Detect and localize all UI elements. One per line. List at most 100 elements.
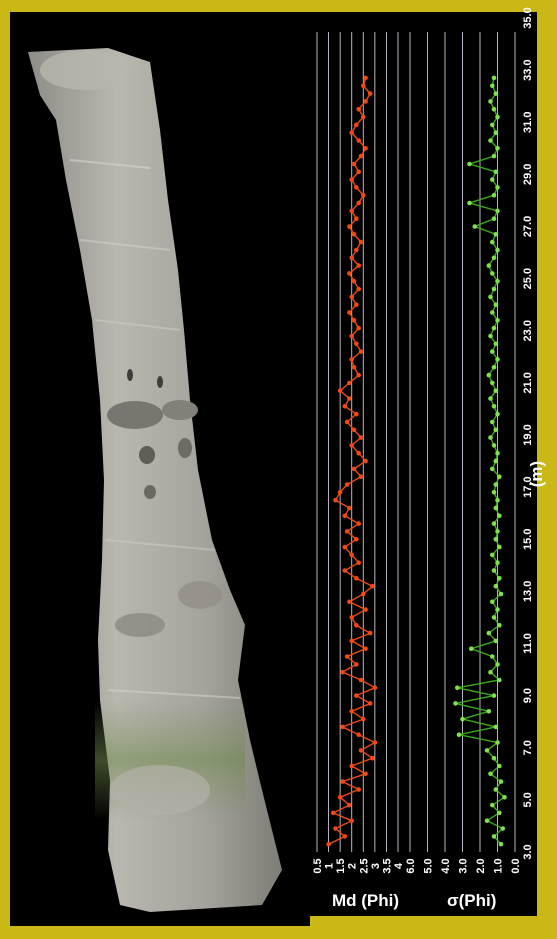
md-point-60 [356, 372, 362, 378]
sigma-point-4 [497, 810, 502, 816]
md-point-84 [354, 185, 359, 190]
sigma-point-53 [493, 427, 499, 433]
md-point-57 [347, 396, 352, 401]
sigma-point-34 [497, 576, 502, 581]
sigma-point-62 [495, 357, 500, 362]
md-point-18 [367, 701, 373, 706]
sigma-point-61 [491, 364, 497, 370]
sigma-point-10 [497, 763, 502, 769]
md-point-66 [356, 325, 362, 331]
md-point-85 [349, 177, 355, 182]
md-point-33 [370, 583, 375, 589]
md-point-79 [347, 224, 352, 229]
sigma-point-50 [495, 450, 500, 456]
md-point-40 [344, 529, 350, 534]
depth-tick-9: 21.0 [522, 372, 534, 393]
depth-tick-1: 5.0 [522, 792, 534, 807]
md-point-91 [349, 130, 355, 135]
md-point-8 [340, 779, 345, 784]
sigma-points [453, 75, 507, 847]
sigma-point-36 [495, 560, 500, 565]
md-point-22 [340, 669, 345, 675]
md-tick-0: 0.5 [312, 858, 324, 873]
sigma-point-2 [500, 826, 506, 831]
sigma-point-13 [495, 740, 500, 745]
sigma-tick-2: 2.0 [475, 858, 487, 873]
sigma-point-57 [488, 396, 493, 401]
md-point-65 [349, 333, 355, 339]
md-point-1 [342, 834, 348, 839]
grid-lines [316, 32, 516, 852]
md-point-83 [361, 192, 366, 198]
sigma-point-87 [467, 161, 472, 167]
md-point-38 [342, 544, 348, 550]
sigma-point-33 [493, 583, 499, 589]
sigma-point-69 [493, 302, 499, 308]
sigma-point-88 [491, 153, 497, 159]
sigma-point-75 [491, 255, 497, 261]
sigma-point-84 [495, 185, 500, 190]
depth-tick-11: 25.0 [522, 268, 534, 289]
sigma-point-11 [491, 755, 497, 761]
md-point-39 [354, 537, 359, 542]
sigma-point-93 [495, 114, 500, 120]
md-point-78 [351, 232, 357, 237]
depth-tick-0: 3.0 [522, 844, 534, 859]
sigma-point-42 [497, 513, 502, 519]
sigma-point-51 [491, 443, 497, 448]
plot-area: 3.05.07.09.011.013.015.017.019.021.023.0… [312, 7, 534, 873]
md-point-15 [340, 724, 345, 730]
md-point-89 [363, 146, 368, 151]
sigma-axis-title: σ(Phi) [447, 891, 496, 910]
sigma-point-67 [495, 318, 500, 323]
md-point-73 [347, 271, 352, 276]
sigma-point-5 [490, 802, 495, 808]
md-point-64 [354, 341, 359, 347]
sigma-point-12 [484, 748, 490, 753]
md-tick-7: 4 [393, 862, 405, 869]
sigma-point-66 [491, 325, 497, 331]
sigma-point-16 [460, 716, 465, 722]
md-point-17 [349, 709, 355, 714]
sigma-point-83 [491, 192, 497, 198]
md-point-30 [363, 607, 368, 612]
sigma-point-21 [497, 677, 502, 683]
sigma-tick-labels: 0.0 1.0 2.0 3.0 4.0 5.0 6.0 [405, 858, 522, 873]
frame-corner-bottom [310, 916, 557, 939]
sigma-point-86 [493, 169, 499, 175]
depth-axis-title: (m) [527, 461, 546, 487]
depth-tick-10: 23.0 [522, 320, 534, 341]
md-point-14 [356, 732, 362, 737]
sigma-tick-4: 4.0 [440, 858, 452, 873]
md-point-31 [347, 599, 352, 605]
sigma-point-89 [495, 146, 500, 151]
md-point-35 [342, 568, 348, 573]
sigma-series [453, 75, 507, 847]
sigma-point-48 [490, 466, 495, 472]
sigma-point-46 [493, 482, 499, 487]
sigma-point-59 [490, 380, 495, 386]
sigma-point-8 [498, 779, 504, 784]
md-point-2 [333, 826, 338, 831]
md-tick-1: 1 [324, 863, 336, 869]
md-point-34 [354, 576, 359, 581]
md-point-3 [349, 818, 355, 823]
md-point-53 [351, 427, 357, 433]
md-point-81 [349, 208, 355, 214]
md-point-16 [361, 716, 366, 722]
md-point-76 [354, 247, 359, 253]
md-point-93 [361, 114, 366, 120]
sigma-point-25 [469, 646, 474, 651]
md-point-28 [354, 623, 359, 628]
md-point-90 [356, 138, 362, 143]
md-point-95 [363, 99, 368, 104]
sigma-tick-3: 3.0 [458, 858, 470, 873]
md-point-43 [347, 505, 352, 511]
sigma-point-85 [490, 177, 495, 182]
md-point-41 [356, 521, 362, 526]
depth-tick-2: 7.0 [522, 740, 534, 755]
md-point-44 [333, 497, 338, 503]
depth-tick-8: 19.0 [522, 424, 534, 445]
sigma-point-77 [490, 239, 495, 245]
